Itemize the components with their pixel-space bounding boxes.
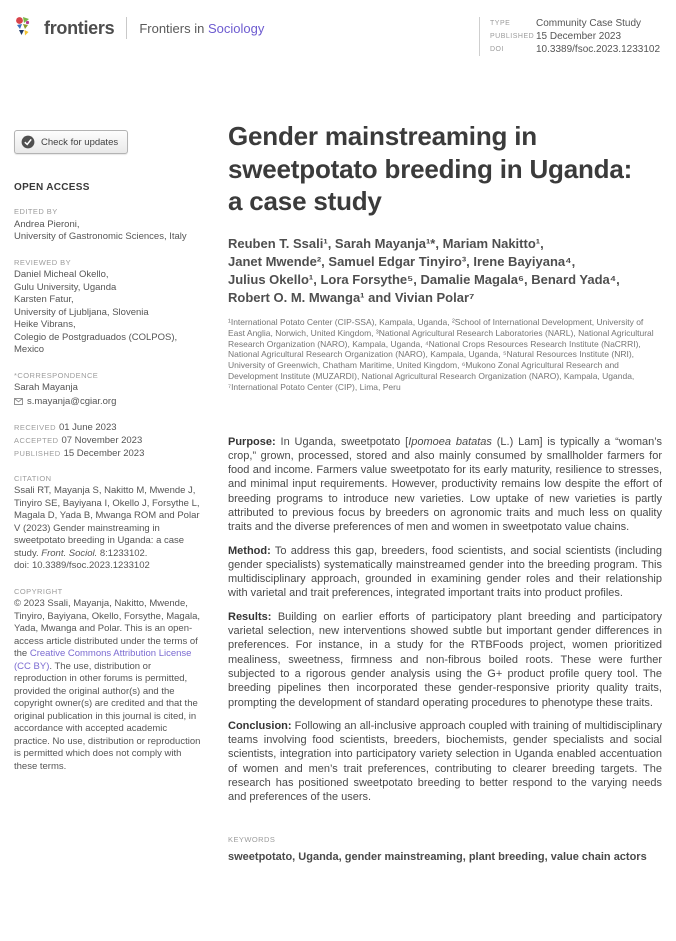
meta-type-row: TYPE Community Case Study bbox=[490, 17, 660, 30]
frontiers-logo-icon bbox=[14, 16, 36, 40]
keywords-label: KEYWORDS bbox=[228, 834, 276, 844]
citation-label: CITATION bbox=[14, 473, 52, 483]
authors: Reuben T. Ssali¹, Sarah Mayanja¹*, Maria… bbox=[228, 235, 620, 305]
accepted-value: 07 November 2023 bbox=[61, 434, 143, 446]
reviewed-by-block: REVIEWED BY Daniel Micheal Okello, Gulu … bbox=[14, 258, 204, 357]
article-main: Gender mainstreaming in sweetpotato bree… bbox=[228, 120, 662, 862]
published-row: PUBLISHED 15 December 2023 bbox=[14, 447, 204, 460]
abstract-paragraph: Results: Building on earlier efforts of … bbox=[228, 610, 662, 710]
species-name-italic: Ipomoea batatas bbox=[408, 435, 492, 448]
journal-name[interactable]: Sociology bbox=[207, 20, 265, 36]
copyright-post: . The use, distribution or reproduction … bbox=[14, 660, 201, 772]
edited-by-block: EDITED BY Andrea Pieroni, University of … bbox=[14, 207, 204, 244]
meta-doi-label: DOI bbox=[490, 46, 504, 54]
envelope-icon bbox=[14, 397, 23, 405]
correspondence-email-row: s.mayanja@cgiar.org bbox=[14, 396, 204, 407]
citation-block: CITATION Ssali RT, Mayanja S, Nakitto M,… bbox=[14, 474, 204, 573]
article-meta: TYPE Community Case Study PUBLISHED 15 Dec… bbox=[479, 17, 660, 57]
meta-published-row: PUBLISHED 15 December 2023 bbox=[490, 30, 660, 43]
open-access-heading: OPEN ACCESS bbox=[14, 182, 90, 194]
dates-block: RECEIVED 01 June 2023 ACCEPTED 07 November… bbox=[14, 421, 204, 460]
citation-body: Ssali RT, Mayanja S, Nakitto M, Mwende J… bbox=[14, 485, 200, 559]
abstract-paragraph-lead: Results: bbox=[228, 610, 272, 623]
abstract-paragraph-text: Building on earlier efforts of participa… bbox=[228, 610, 662, 709]
content: Check for updates OPEN ACCESS EDITED BY … bbox=[0, 120, 676, 863]
received-row: RECEIVED 01 June 2023 bbox=[14, 421, 204, 434]
abstract: Purpose: In Uganda, sweetpotato [Ipomoea… bbox=[228, 435, 662, 805]
copyright-label: COPYRIGHT bbox=[14, 586, 63, 596]
copyright-pre: © 2023 Ssali, Mayanja, Nakitto, Mwende, … bbox=[14, 598, 201, 660]
abstract-paragraph-text: Following an all-inclusive approach coup… bbox=[228, 719, 662, 804]
abstract-paragraph-text: To address this gap, breeders, food scie… bbox=[228, 544, 662, 600]
keywords: sweetpotato, Uganda, gender mainstreamin… bbox=[228, 850, 647, 863]
brand-divider bbox=[126, 17, 128, 39]
crossmark-icon bbox=[21, 135, 35, 149]
abstract-paragraph-lead: Purpose: bbox=[228, 435, 276, 448]
copyright-block: COPYRIGHT © 2023 Ssali, Mayanja, Nakitto… bbox=[14, 587, 204, 774]
edited-by-label: EDITED BY bbox=[14, 207, 58, 217]
published-label: PUBLISHED bbox=[14, 448, 61, 458]
copyright-text: © 2023 Ssali, Mayanja, Nakitto, Mwende, … bbox=[14, 598, 204, 773]
correspondence-label: *CORRESPONDENCE bbox=[14, 370, 99, 380]
meta-type-value: Community Case Study bbox=[536, 18, 642, 30]
reviewed-by-text: Daniel Micheal Okello, Gulu University, … bbox=[14, 269, 178, 356]
journal-line: Frontiers in Sociology bbox=[139, 21, 264, 36]
affiliations: ¹International Potato Center (CIP-SSA), … bbox=[228, 316, 654, 392]
published-value: 15 December 2023 bbox=[63, 447, 145, 459]
correspondence-name: Sarah Mayanja bbox=[14, 382, 78, 394]
citation-text: Ssali RT, Mayanja S, Nakitto M, Mwende J… bbox=[14, 485, 204, 573]
abstract-paragraph: Conclusion: Following an all-inclusive a… bbox=[228, 719, 662, 805]
abstract-paragraph: Method: To address this gap, breeders, f… bbox=[228, 544, 662, 601]
meta-doi-row: DOI 10.3389/fsoc.2023.1233102 bbox=[490, 43, 660, 56]
citation-journal: Front. Sociol. bbox=[41, 547, 98, 559]
abstract-paragraph-lead: Method: bbox=[228, 544, 271, 557]
meta-published-label: PUBLISHED bbox=[490, 33, 535, 41]
accepted-row: ACCEPTED 07 November 2023 bbox=[14, 434, 204, 447]
creative-commons-link[interactable]: Creative Commons Attribution License (CC… bbox=[14, 648, 192, 672]
accepted-label: ACCEPTED bbox=[14, 435, 59, 445]
journal-prefix: Frontiers in bbox=[139, 20, 205, 36]
received-label: RECEIVED bbox=[14, 422, 56, 432]
abstract-paragraph-text: In Uganda, sweetpotato [ bbox=[275, 435, 409, 448]
edited-by-text: Andrea Pieroni, University of Gastronomi… bbox=[14, 218, 187, 243]
citation-doi: doi: 10.3389/fsoc.2023.1233102 bbox=[14, 560, 150, 572]
abstract-paragraph-lead: Conclusion: bbox=[228, 719, 292, 732]
abstract-paragraph-text: (L.) Lam] is typically a “woman’s crop,”… bbox=[228, 435, 662, 534]
check-for-updates-button[interactable]: Check for updates bbox=[14, 130, 129, 155]
header: frontiers Frontiers in Sociology TYPE Com… bbox=[0, 0, 676, 57]
meta-doi-value: 10.3389/fsoc.2023.1233102 bbox=[536, 44, 660, 56]
citation-ref: 8:1233102. bbox=[97, 547, 148, 559]
check-for-updates-label: Check for updates bbox=[41, 136, 119, 148]
brand-name: frontiers bbox=[44, 17, 115, 38]
article-title: Gender mainstreaming in sweetpotato bree… bbox=[228, 121, 633, 217]
meta-type-label: TYPE bbox=[490, 20, 511, 27]
brand-row: frontiers Frontiers in Sociology bbox=[14, 16, 264, 40]
abstract-paragraph: Purpose: In Uganda, sweetpotato [Ipomoea… bbox=[228, 435, 662, 535]
correspondence-email-link[interactable]: s.mayanja@cgiar.org bbox=[27, 395, 117, 407]
meta-published-value: 15 December 2023 bbox=[536, 31, 622, 43]
correspondence-block: *CORRESPONDENCE Sarah Mayanja s.mayanja@… bbox=[14, 371, 204, 407]
received-value: 01 June 2023 bbox=[58, 421, 117, 433]
reviewed-by-label: REVIEWED BY bbox=[14, 257, 72, 267]
sidebar: Check for updates OPEN ACCESS EDITED BY … bbox=[14, 120, 204, 862]
